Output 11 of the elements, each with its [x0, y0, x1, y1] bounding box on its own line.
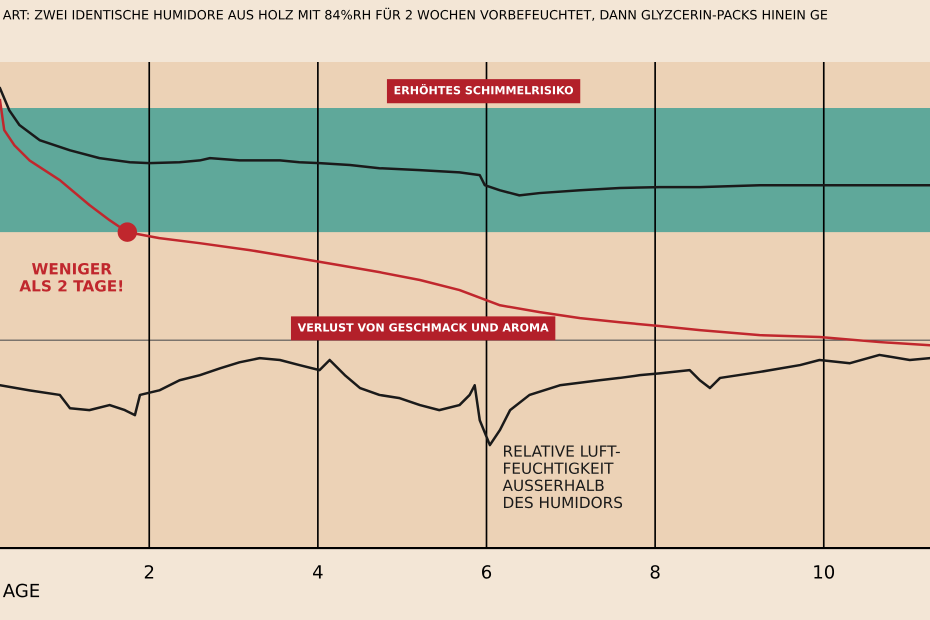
annotation: ERHÖHTES SCHIMMELRISIKO — [394, 84, 574, 94]
annotation: VERLUST VON GESCHMACK UND AROMA — [298, 323, 549, 332]
x-tick-label: 6 — [482, 565, 492, 579]
x-tick-label: 4 — [313, 565, 323, 578]
x-tick-label: 8 — [650, 565, 660, 579]
series-label: RELATIVE LUFT- FEUCHTIGKEIT AUSSERHALB DES HUMIDORS — [502, 446, 622, 508]
x-tick-label: 2 — [144, 565, 154, 578]
annotation: WENIGER ALS 2 TAGE! — [19, 262, 122, 292]
x-axis-title: AGE — [2, 584, 40, 598]
x-tick-label: 10 — [814, 565, 834, 579]
chart-subtitle: ART: ZWEI IDENTISCHE HUMIDORE AUS HOLZ MIT 84%RH FÜR 2 WOCHEN VORBEFEUCHTET, DANN GLYZCERIN-PACKS HINEIN GE — [2, 8, 828, 21]
